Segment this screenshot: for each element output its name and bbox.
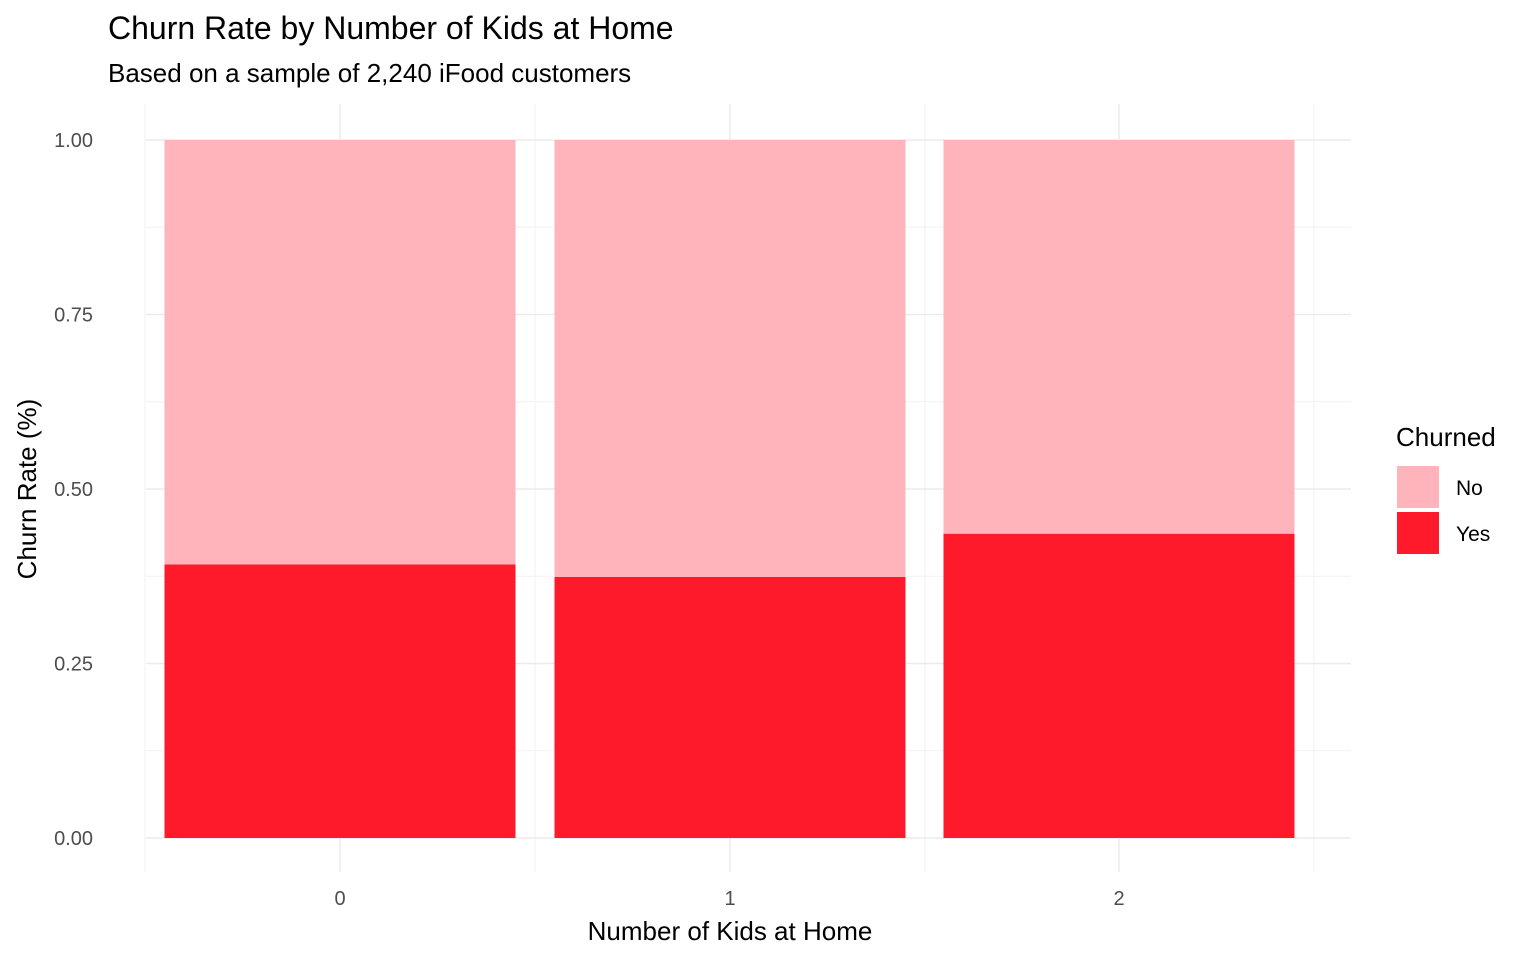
y-tick-label: 0.50 bbox=[54, 479, 93, 501]
chart-title: Churn Rate by Number of Kids at Home bbox=[108, 10, 674, 46]
bar-no-1 bbox=[554, 140, 906, 577]
y-tick-label: 0.25 bbox=[54, 654, 93, 676]
bar-no-0 bbox=[164, 140, 516, 565]
chart-subtitle: Based on a sample of 2,240 iFood custome… bbox=[108, 58, 632, 88]
y-tick-label: 0.75 bbox=[54, 305, 93, 327]
legend-label-yes: Yes bbox=[1456, 523, 1490, 546]
y-tick-label: 1.00 bbox=[54, 130, 93, 152]
bar-yes-0 bbox=[164, 564, 516, 838]
legend-label-no: No bbox=[1456, 477, 1483, 500]
legend-swatch-yes bbox=[1397, 512, 1439, 554]
x-axis-ticks: 0 1 2 bbox=[334, 888, 1124, 910]
legend: Churned No Yes bbox=[1396, 422, 1496, 554]
x-tick-label: 2 bbox=[1113, 888, 1124, 910]
bar-yes-1 bbox=[554, 576, 906, 838]
y-tick-label: 0.00 bbox=[54, 828, 93, 850]
x-tick-label: 1 bbox=[724, 888, 735, 910]
y-axis-title: Churn Rate (%) bbox=[12, 399, 42, 580]
legend-swatch-no bbox=[1397, 466, 1439, 508]
legend-title: Churned bbox=[1396, 422, 1496, 452]
y-axis-ticks: 0.00 0.25 0.50 0.75 1.00 bbox=[54, 130, 93, 850]
x-tick-label: 0 bbox=[334, 888, 345, 910]
x-axis-title: Number of Kids at Home bbox=[588, 916, 873, 946]
bar-no-2 bbox=[943, 140, 1295, 534]
bars bbox=[164, 140, 1295, 838]
bar-yes-2 bbox=[943, 533, 1295, 838]
